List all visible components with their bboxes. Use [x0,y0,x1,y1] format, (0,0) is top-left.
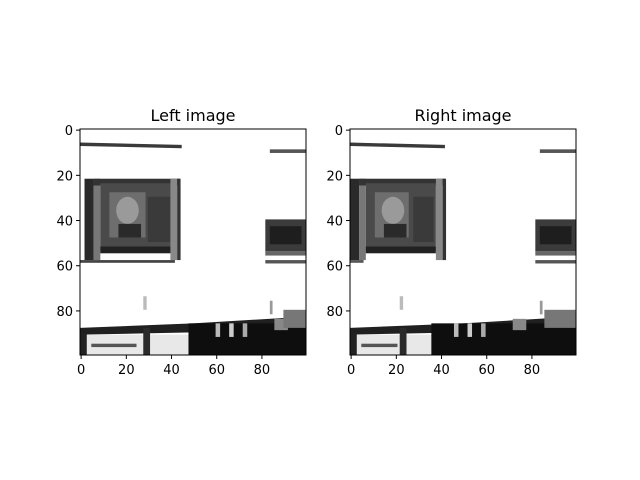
left-x-tick-label: 40 [163,363,180,378]
left-axes-frame [79,128,307,356]
right-y-tick-label: 0 [335,124,343,139]
right-y-tick-label: 60 [326,260,343,275]
right-x-tick-label: 80 [524,363,541,378]
left-title: Left image [150,106,235,125]
right-x-tick-label: 40 [433,363,450,378]
right-y-tick-label: 40 [326,215,343,230]
left-panel: Left image [56,106,307,378]
left-ticks: 0 20 40 60 80 0 20 40 60 80 [56,124,270,378]
left-y-tick-label: 0 [65,124,73,139]
left-image [80,129,306,355]
left-y-tick-label: 60 [56,260,73,275]
right-image [350,129,576,355]
left-y-tick-label: 40 [56,215,73,230]
right-title: Right image [414,106,511,125]
right-y-tick-label: 20 [326,169,343,184]
right-axes-frame [349,128,577,356]
right-x-tick-label: 20 [388,363,405,378]
right-y-tick-label: 80 [326,305,343,320]
left-x-tick-label: 80 [254,363,271,378]
left-x-tick-label: 0 [77,363,85,378]
right-x-tick-label: 60 [478,363,495,378]
left-x-tick-label: 60 [208,363,225,378]
left-y-tick-label: 20 [56,169,73,184]
right-ticks: 0 20 40 60 80 0 20 40 60 80 [326,124,540,378]
left-y-tick-label: 80 [56,305,73,320]
right-x-tick-label: 0 [347,363,355,378]
right-panel: Right image [326,106,577,378]
left-x-tick-label: 20 [118,363,135,378]
